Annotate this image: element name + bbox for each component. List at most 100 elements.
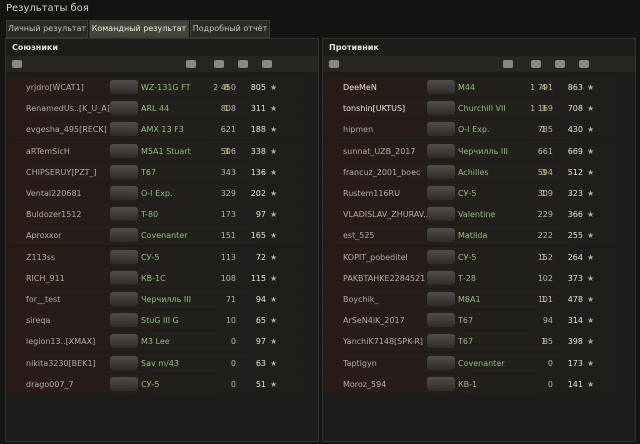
player-name: RICH_911 — [26, 273, 65, 283]
allies-panel: Союзники yrjdro[WCAT1] WZ-131G FT 2 450 8 80… — [5, 38, 319, 442]
player-row[interactable]: PAKBTAHKE2284521 Т-28 102 373 — [325, 267, 633, 288]
player-row[interactable]: aRTemSicH M5A1 Stuart 506 3 338 — [8, 140, 316, 161]
experience: 115 — [250, 273, 266, 283]
player-name: drago007_7 — [26, 379, 74, 389]
star-icon — [270, 274, 277, 283]
panel-title: Союзники — [12, 43, 58, 52]
star-icon — [270, 231, 277, 240]
star-icon — [270, 380, 277, 389]
star-icon — [270, 147, 277, 156]
damage: 10 — [225, 316, 236, 326]
frags: 3 — [541, 167, 547, 177]
frags: 3 — [541, 104, 547, 114]
player-name: evgesha_495[RECK] — [26, 125, 107, 135]
star-icon — [587, 316, 594, 325]
tank-icon — [427, 186, 455, 200]
column-icon — [262, 60, 272, 68]
player-row[interactable]: VLADISLAV_ZHURAV... Valentine 229 366 — [325, 204, 633, 225]
player-name: legion13..[XMAX] — [26, 337, 96, 347]
tank-icon — [427, 143, 455, 158]
player-row[interactable]: ArSeN4iK_2017 T67 94 314 — [325, 310, 633, 331]
damage: 222 — [537, 231, 553, 241]
player-name: Aproxxor — [26, 231, 62, 241]
player-row[interactable]: CHIPSERUY[PZT_] T67 343 136 — [8, 161, 316, 182]
damage: 94 — [542, 316, 553, 326]
tab[interactable]: Личный результат — [6, 20, 88, 38]
tank-name: Churchill VII — [458, 104, 506, 114]
player-row[interactable]: for__test Черчилль III 71 94 — [8, 289, 316, 309]
player-name: francuz_2001_boec — [343, 167, 421, 177]
tank-icon — [110, 164, 138, 179]
column-icon — [503, 60, 513, 68]
player-row[interactable]: RenamedUs..[K_U_A] ARL 44 808 1 311 — [8, 98, 316, 119]
player-row[interactable]: hipmen О-I Exp. 785 1 430 — [325, 119, 633, 140]
damage: 506 — [220, 146, 236, 156]
player-name: Z113ss — [26, 252, 56, 262]
tank-icon — [110, 101, 138, 116]
tab[interactable]: Подробный отчёт — [190, 20, 270, 38]
player-row[interactable]: Z113ss СУ-5 113 72 — [8, 246, 316, 267]
player-name: tonshin[UKTUS] — [343, 104, 406, 114]
player-row[interactable]: Moroz_594 КВ-1 0 141 — [325, 373, 633, 394]
player-row[interactable]: sunnat_UZB_2017 Черчилль III 661 669 — [325, 140, 633, 161]
player-row[interactable]: yrjdro[WCAT1] WZ-131G FT 2 450 8 805 — [8, 77, 316, 97]
player-row[interactable]: Taptigyn Covenanter 0 173 — [325, 352, 633, 373]
tank-name: T67 — [458, 316, 474, 326]
tank-icon — [427, 292, 455, 306]
tank-name: О-I Exp. — [141, 189, 173, 198]
experience: 323 — [567, 189, 583, 198]
tank-name: СУ-5 — [141, 379, 160, 389]
tank-name: Т-28 — [458, 273, 476, 283]
damage: 101 — [537, 295, 553, 304]
player-name: RenamedUs..[K_U_A] — [26, 104, 110, 114]
star-icon — [587, 125, 594, 134]
player-row[interactable]: YanchiK7148[SPK-R] T67 85 1 398 — [325, 331, 633, 352]
tank-name: M44 — [458, 83, 476, 92]
damage: 1 169 — [530, 104, 553, 114]
player-row[interactable]: DeeMeN M44 1 791 4 863 — [325, 77, 633, 97]
player-row[interactable]: drago007_7 СУ-5 0 51 — [8, 373, 316, 394]
player-row[interactable]: nikita3230[BEK1] Sav m/43 0 63 — [8, 352, 316, 373]
experience: 65 — [255, 316, 266, 326]
player-name: sireqa — [26, 316, 51, 326]
tank-name: T67 — [141, 167, 157, 177]
player-row[interactable]: legion13..[XMAX] M3 Lee 0 97 — [8, 331, 316, 352]
player-row[interactable]: RICH_911 КВ-1С 108 115 — [8, 267, 316, 288]
window-title: Результаты боя — [6, 3, 89, 14]
player-row[interactable]: sireqa StuG III G 10 65 — [8, 310, 316, 331]
player-row[interactable]: Boychik_ M8A1 101 1 478 — [325, 289, 633, 309]
player-row[interactable]: evgesha_495[RECK] AMX 13 F3 621 188 — [8, 119, 316, 140]
player-row[interactable]: Rustem116RU СУ-5 309 1 323 — [325, 183, 633, 203]
tank-icon — [110, 270, 138, 285]
experience: 398 — [567, 337, 583, 347]
player-row[interactable]: est_525 Matilda 222 255 — [325, 225, 633, 246]
experience: 97 — [255, 210, 266, 220]
tank-name: M3 Lee — [141, 337, 170, 347]
tank-name: О-I Exp. — [458, 125, 490, 135]
column-header — [6, 56, 318, 72]
tank-name: СУ-5 — [458, 189, 477, 198]
player-row[interactable]: tonshin[UKTUS] Churchill VII 1 169 3 708 — [325, 98, 633, 119]
player-row[interactable]: Buldozer1512 T-80 173 97 — [8, 204, 316, 225]
experience: 165 — [250, 231, 266, 241]
experience: 430 — [567, 125, 583, 135]
frags: 3 — [224, 146, 230, 156]
player-name: YanchiK7148[SPK-R] — [343, 337, 424, 347]
tank-name: СУ-5 — [141, 252, 160, 262]
player-row[interactable]: Aproxxor Covenanter 151 165 — [8, 225, 316, 246]
experience: 373 — [567, 273, 583, 283]
frags: 1 — [541, 337, 547, 347]
experience: 708 — [567, 104, 583, 114]
player-name: VLADISLAV_ZHURAV... — [343, 210, 431, 220]
player-name: Boychik_ — [343, 295, 379, 304]
player-name: yrjdro[WCAT1] — [26, 83, 84, 92]
player-row[interactable]: Vental220681 О-I Exp. 329 202 — [8, 183, 316, 203]
star-icon — [270, 359, 277, 368]
experience: 94 — [255, 295, 266, 304]
player-name: Buldozer1512 — [26, 210, 82, 220]
damage: 329 — [220, 189, 236, 198]
tab[interactable]: Командный результат — [89, 20, 189, 38]
player-row[interactable]: francuz_2001_boec Achilles 594 3 512 — [325, 161, 633, 182]
player-row[interactable]: KOPIT_pobeditel СУ-5 152 1 264 — [325, 246, 633, 267]
tank-name: СУ-5 — [458, 252, 477, 262]
